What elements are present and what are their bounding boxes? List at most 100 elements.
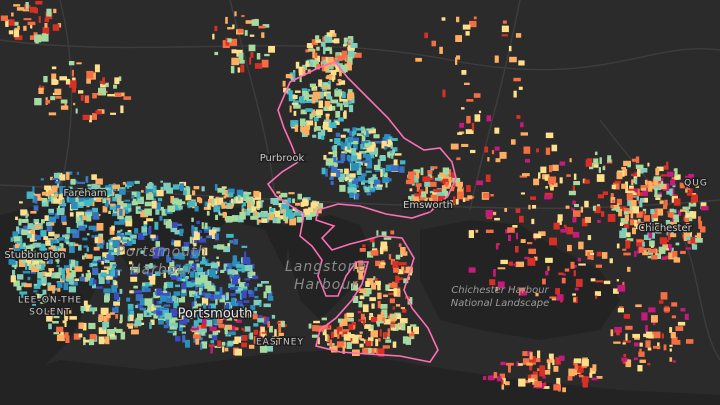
patch <box>181 201 186 205</box>
patch <box>654 187 658 195</box>
patch <box>197 272 205 276</box>
patch <box>240 314 244 318</box>
patch <box>601 252 608 259</box>
patch <box>395 275 400 283</box>
patch <box>326 104 332 111</box>
patch <box>685 223 690 231</box>
patch <box>47 282 52 287</box>
patch <box>244 30 248 36</box>
patch <box>223 195 227 199</box>
patch <box>209 326 217 332</box>
patch <box>13 21 19 26</box>
patch <box>136 303 144 309</box>
patch <box>659 224 663 231</box>
patch <box>421 191 427 198</box>
patch <box>241 208 245 214</box>
patch <box>626 193 633 201</box>
patch <box>377 292 382 300</box>
patch <box>376 230 379 236</box>
patch <box>380 304 388 309</box>
patch <box>91 174 97 180</box>
patch <box>153 313 158 319</box>
patch <box>382 345 390 349</box>
patch <box>77 181 85 184</box>
patch <box>248 344 255 349</box>
patch <box>69 246 75 253</box>
patch <box>377 314 383 322</box>
patch <box>354 193 360 197</box>
patch <box>295 61 300 69</box>
patch <box>557 220 562 225</box>
patch <box>135 305 138 309</box>
land-use-patches <box>0 0 709 393</box>
patch <box>192 306 196 315</box>
patch <box>272 335 280 343</box>
patch <box>700 226 706 233</box>
patch <box>209 303 217 312</box>
patch <box>623 313 631 319</box>
patch <box>171 272 179 276</box>
patch <box>398 262 407 266</box>
patch <box>179 270 186 278</box>
patch <box>50 238 58 241</box>
patch <box>72 189 80 197</box>
patch <box>212 331 219 335</box>
patch <box>342 99 349 106</box>
patch <box>300 118 306 127</box>
patch <box>50 239 57 244</box>
patch <box>332 150 338 158</box>
patch <box>150 319 155 325</box>
patch <box>400 247 406 254</box>
patch <box>50 176 53 181</box>
patch <box>388 282 396 288</box>
patch <box>181 246 189 252</box>
patch <box>89 334 97 341</box>
patch <box>253 336 258 344</box>
patch <box>62 199 65 205</box>
patch <box>552 164 559 171</box>
patch <box>46 99 51 104</box>
patch <box>110 112 116 115</box>
patch <box>118 76 122 81</box>
patch <box>513 77 521 82</box>
patch <box>150 234 156 239</box>
patch <box>686 236 693 241</box>
patch <box>591 377 598 381</box>
patch <box>174 265 178 270</box>
patch <box>29 234 35 242</box>
patch <box>194 206 199 212</box>
patch <box>657 208 664 216</box>
patch <box>153 247 161 256</box>
patch <box>337 318 342 323</box>
patch <box>455 57 458 65</box>
patch <box>228 205 234 209</box>
patch <box>364 130 371 135</box>
patch <box>508 234 511 242</box>
patch <box>243 300 250 303</box>
patch <box>495 158 501 163</box>
patch <box>502 20 507 24</box>
patch <box>445 182 448 187</box>
patch <box>570 261 575 269</box>
patch <box>581 218 588 227</box>
patch <box>92 113 97 120</box>
patch <box>94 237 101 244</box>
patch <box>269 325 273 333</box>
patch <box>375 338 379 347</box>
patch <box>384 146 388 149</box>
patch <box>122 181 126 185</box>
patch <box>360 313 365 320</box>
patch <box>403 278 409 284</box>
patch <box>46 221 51 226</box>
patch <box>414 193 420 199</box>
patch <box>322 36 325 41</box>
patch <box>256 219 264 223</box>
patch <box>673 214 679 220</box>
patch <box>529 365 533 371</box>
patch <box>645 324 648 333</box>
patch <box>53 332 59 335</box>
patch <box>44 17 49 23</box>
patch <box>27 276 31 281</box>
patch <box>596 376 603 379</box>
patch <box>54 246 62 250</box>
